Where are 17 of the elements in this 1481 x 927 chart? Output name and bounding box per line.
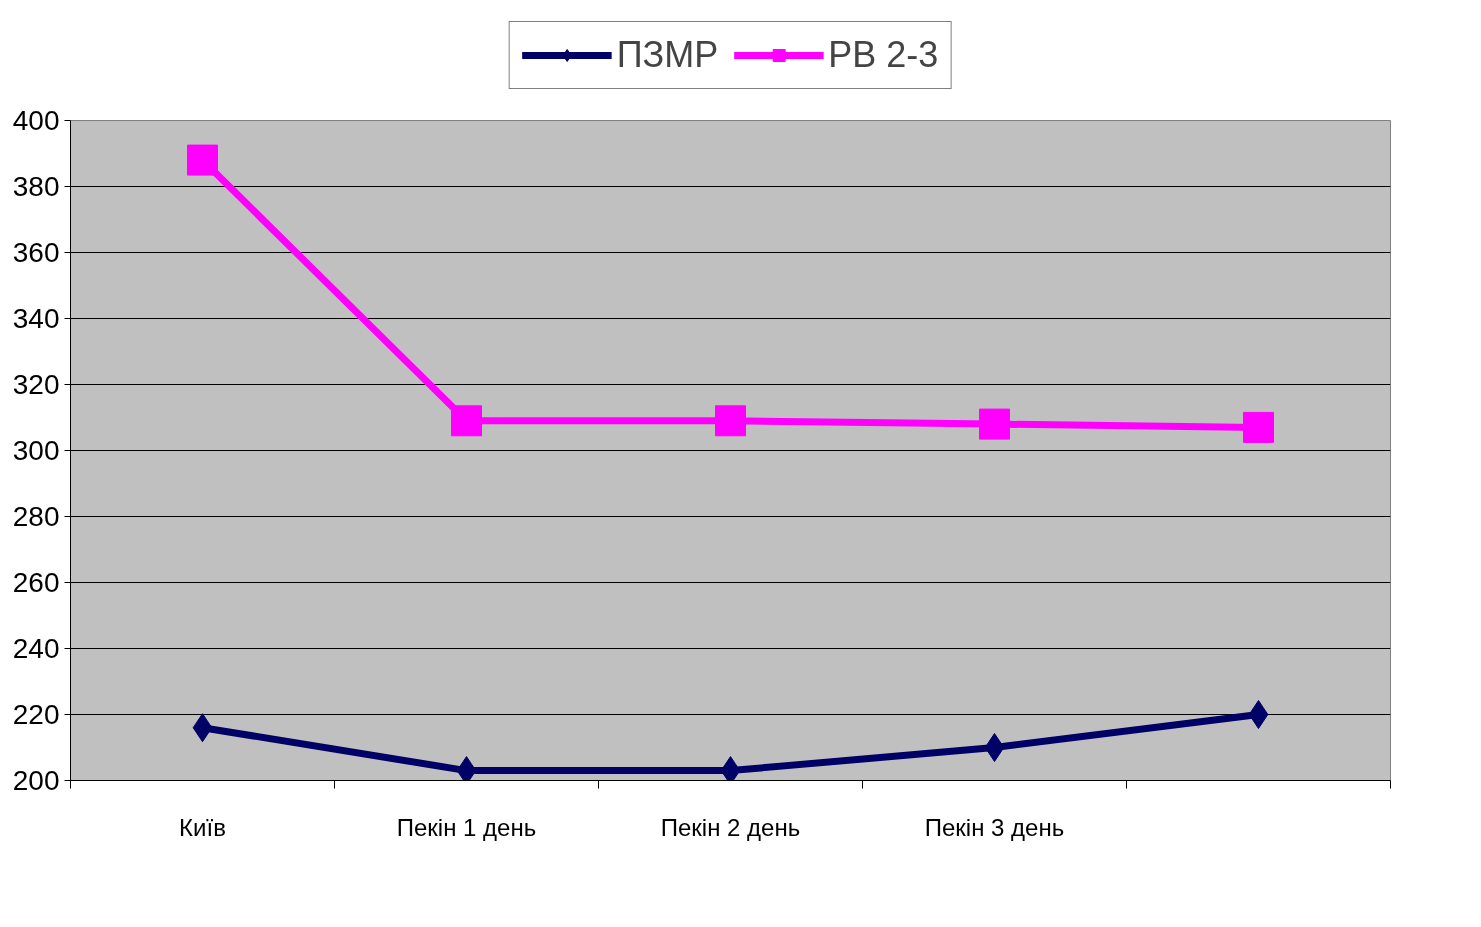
y-tick-label: 400 (12, 105, 60, 136)
x-tick-label: Пекін 3 день (924, 813, 1065, 841)
y-tick-label: 220 (12, 699, 60, 730)
y-tick-label: 280 (12, 501, 60, 532)
x-tick-label: Київ (179, 813, 226, 841)
y-tick-label: 360 (12, 237, 60, 268)
y-tick-label: 300 (12, 435, 60, 466)
y-tick-label: 320 (12, 369, 60, 400)
x-tick-label: Пекін 1 день (396, 813, 537, 841)
y-tick-label: 260 (12, 567, 60, 598)
legend-label: РВ 2-3 (828, 34, 939, 76)
x-tick-label: Пекін 2 день (660, 813, 801, 841)
y-tick-label: 200 (12, 765, 60, 796)
y-tick-label: 380 (12, 171, 60, 202)
legend-label: ПЗМР (616, 34, 719, 76)
y-tick-label: 240 (12, 633, 60, 664)
y-tick-label: 340 (12, 303, 60, 334)
